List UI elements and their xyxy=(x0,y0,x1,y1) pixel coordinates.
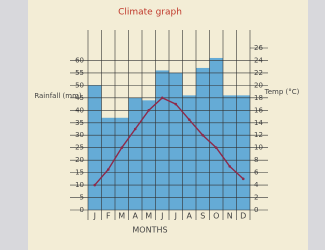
x-tick-label: J xyxy=(160,212,163,221)
bar xyxy=(102,118,116,210)
x-tick-label: O xyxy=(213,212,219,221)
x-tick-label: S xyxy=(200,212,205,221)
bar xyxy=(115,118,129,210)
chart: Climate graph Rainfall (mm) Temp (°C) MO… xyxy=(0,0,325,250)
temperature-point xyxy=(107,168,110,171)
page: Climate graph Rainfall (mm) Temp (°C) MO… xyxy=(0,0,325,250)
x-axis-label: MONTHS xyxy=(132,226,167,235)
bar xyxy=(169,73,183,210)
temperature-point xyxy=(120,146,123,149)
bar xyxy=(156,70,170,210)
temperature-point xyxy=(147,109,150,112)
temperature-point xyxy=(201,134,204,137)
bar xyxy=(237,95,251,210)
x-tick-label: M xyxy=(145,212,152,221)
y2-axis-label: Temp (°C) xyxy=(264,88,300,96)
temperature-point xyxy=(188,118,191,121)
x-tick-label: D xyxy=(240,212,246,221)
x-tick-label: J xyxy=(93,212,96,221)
temperature-point xyxy=(161,97,164,100)
bar xyxy=(183,95,197,210)
temperature-point xyxy=(93,184,96,187)
temperature-point xyxy=(215,146,218,149)
temperature-point xyxy=(134,128,137,131)
x-tick-label: J xyxy=(174,212,177,221)
temperature-point xyxy=(174,103,177,106)
bar xyxy=(223,95,237,210)
temperature-point xyxy=(242,178,245,181)
x-tick-label: M xyxy=(118,212,125,221)
x-tick-label: A xyxy=(187,212,193,221)
bar xyxy=(129,98,143,210)
bar xyxy=(210,58,224,210)
chart-title: Climate graph xyxy=(118,8,182,18)
x-tick-label: A xyxy=(133,212,139,221)
x-tick-label: N xyxy=(227,212,233,221)
temperature-point xyxy=(228,165,231,168)
x-tick-label: F xyxy=(106,212,111,221)
